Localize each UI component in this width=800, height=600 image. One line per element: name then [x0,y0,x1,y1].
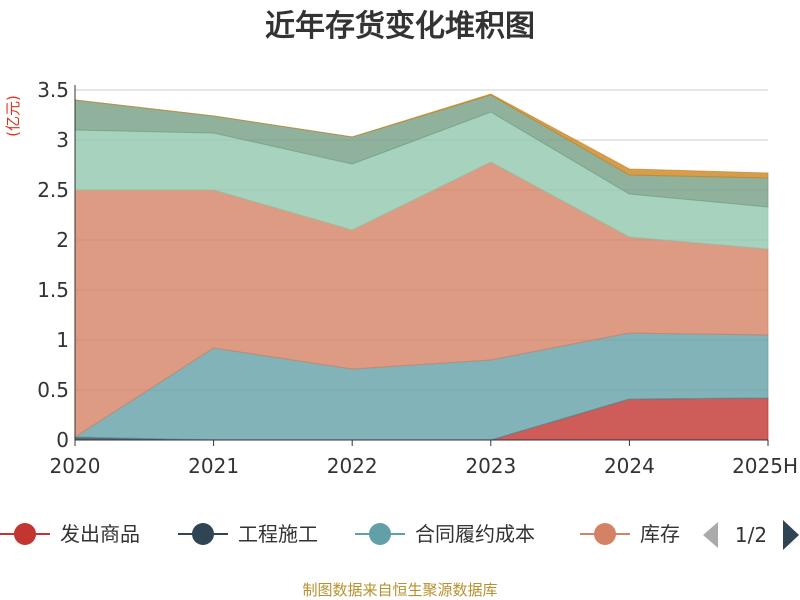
legend-label: 发出商品 [60,522,140,546]
legend-marker [192,523,214,545]
x-tick-label: 2022 [327,454,378,478]
pager-prev-icon[interactable] [703,522,718,548]
legend-item[interactable]: 工程施工 [178,522,318,546]
legend-marker [14,523,36,545]
x-tick-label: 2025H [732,454,798,478]
legend-item[interactable]: 合同履约成本 [355,522,535,546]
pager-text: 1/2 [735,523,767,547]
legend-marker [369,523,391,545]
area-series-6 [74,93,769,179]
y-tick-label: 3.5 [37,78,69,102]
x-tick-label: 2021 [188,454,239,478]
y-tick-label: 1 [56,328,69,352]
x-tick-label: 2023 [465,454,516,478]
plot-areas [73,93,769,441]
y-axis-unit-text: 亿元 [4,101,22,131]
legend-item[interactable]: 库存 [580,522,680,546]
y-tick-label: 0 [56,428,69,452]
y-tick-label: 0.5 [37,378,69,402]
axes: 0 0.5 1 1.5 2 2.5 3 3.5 2020 2021 2022 2023 2024 2025… [37,78,798,478]
legend[interactable]: 发出商品 工程施工 合同履约成本 库存 [0,522,680,546]
y-axis-unit: (亿元) [4,95,22,137]
chart-title: 近年存货变化堆积图 [265,9,535,44]
y-tick-label: 3 [56,128,69,152]
source-note: 制图数据来自恒生聚源数据库 [302,581,497,599]
legend-label: 工程施工 [238,522,318,546]
y-tick-label: 2 [56,228,69,252]
y-tick-label: 2.5 [37,178,69,202]
legend-label: 库存 [640,522,680,546]
legend-item[interactable]: 发出商品 [0,522,140,546]
legend-marker [594,523,616,545]
pager-next-icon[interactable] [783,520,799,550]
x-tick-label: 2020 [50,454,101,478]
legend-pager[interactable]: 1/2 [703,520,799,550]
y-tick-label: 1.5 [37,278,69,302]
legend-label: 合同履约成本 [415,522,535,546]
x-tick-label: 2024 [604,454,655,478]
